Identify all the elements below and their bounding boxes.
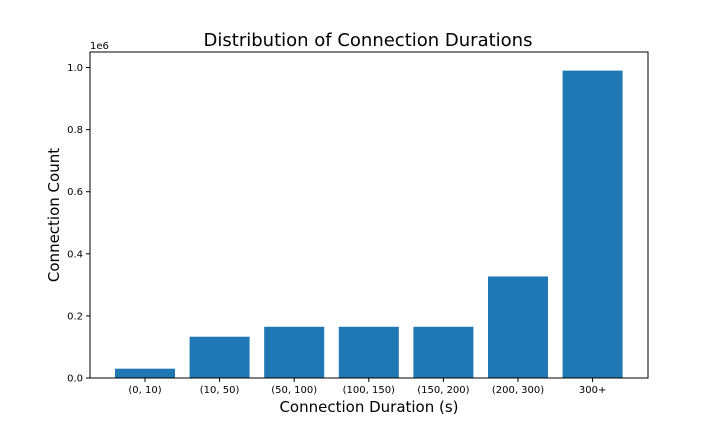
x-tick-label: (200, 300) <box>492 385 544 396</box>
x-tick-label: (100, 150) <box>343 385 395 396</box>
y-tick-label: 1.0 <box>67 63 83 74</box>
chart-title: Distribution of Connection Durations <box>204 30 533 51</box>
x-tick-label: 300+ <box>579 385 606 396</box>
x-tick-label: (0, 10) <box>128 385 161 396</box>
y-tick-label: 0.6 <box>67 187 83 198</box>
bar <box>562 70 623 378</box>
bars <box>115 70 623 378</box>
y-axis-label: Connection Count <box>45 148 63 282</box>
x-tick-label: (50, 100) <box>271 385 317 396</box>
x-tick-label: (150, 200) <box>417 385 469 396</box>
y-tick-label: 0.4 <box>67 249 83 260</box>
y-tick-label: 0.2 <box>67 311 83 322</box>
y-axis-ticks: 0.0 0.2 0.4 0.6 0.8 1.0 <box>67 63 90 385</box>
bar <box>488 276 548 378</box>
y-offset-label: 1e6 <box>90 41 109 52</box>
y-tick-label: 0.0 <box>67 374 83 385</box>
x-tick-label: (10, 50) <box>200 385 240 396</box>
x-axis-label: Connection Duration (s) <box>279 398 458 416</box>
x-axis-ticks: (0, 10) (10, 50) (50, 100) (100, 150) (150, … <box>128 378 606 396</box>
bar <box>115 368 175 378</box>
bar <box>189 336 250 378</box>
bar <box>264 326 325 378</box>
bar <box>413 326 474 378</box>
bar <box>338 326 399 378</box>
plot-frame <box>89 51 649 379</box>
y-tick-label: 0.8 <box>67 125 83 136</box>
